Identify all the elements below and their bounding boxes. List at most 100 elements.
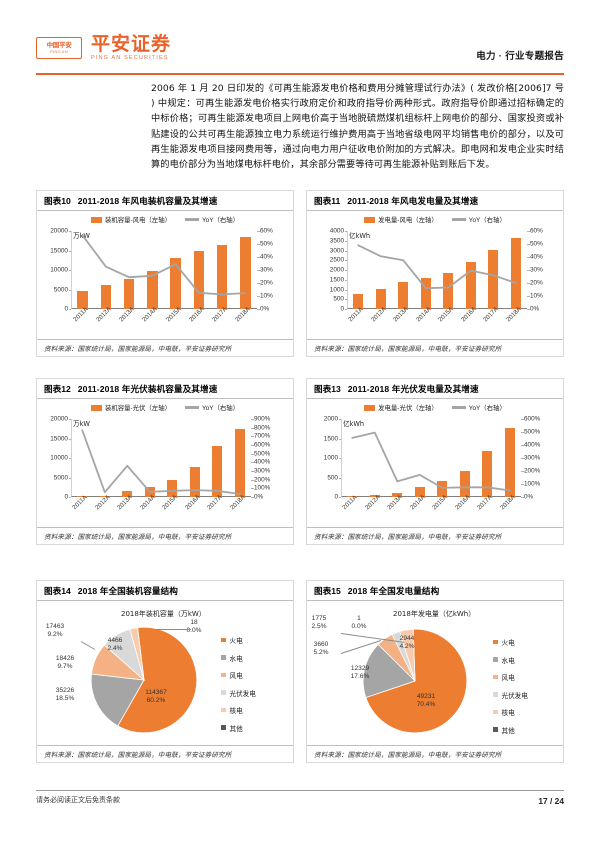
y-tick-mark <box>68 250 71 252</box>
y2-tick-label: 200% <box>524 467 541 475</box>
pie-legend-item[interactable]: 风电 <box>493 672 528 682</box>
y2-tick-mark <box>257 257 260 258</box>
pie-legend-item[interactable]: 核电 <box>221 705 256 715</box>
brand-text-block: 平安证券 PING AN SECURITIES <box>91 34 171 62</box>
x-tick-label: 2012A <box>369 305 388 324</box>
y-tick-mark <box>68 270 71 271</box>
pie-legend-item[interactable]: 其他 <box>221 723 256 733</box>
pie-legend-swatch-icon <box>221 690 226 695</box>
x-tick-label: 2018A <box>228 493 247 512</box>
pie-legend-swatch-icon <box>221 672 226 678</box>
pie-slice[interactable] <box>137 627 145 681</box>
figure-14-source: 资料来源：国家统计局，国家能源局，中电联，平安证券研究所 <box>37 745 293 762</box>
y2-tick-label: 40% <box>530 253 543 261</box>
x-tick-label: 2018A <box>498 493 517 512</box>
y-tick-label: 2000 <box>323 415 338 423</box>
pie-legend-item[interactable]: 水电 <box>493 655 528 665</box>
bar-cell <box>94 231 117 309</box>
y2-tick-label: 100% <box>254 484 271 492</box>
figure-14-pie-title: 2018年装机容量（万kW） <box>121 610 206 618</box>
figure-15-legend: 火电水电风电光伏发电核电其他 <box>493 637 528 735</box>
bar-swatch-icon <box>90 404 102 411</box>
bar <box>147 271 158 309</box>
figure-13: 图表13 2011-2018 年光伏发电量及其增速 发电量-光伏（左轴） YoY… <box>306 378 564 545</box>
y2-tick-label: 700% <box>254 432 271 440</box>
bar-cell <box>460 231 483 309</box>
x-tick-label: 2012A <box>93 493 112 512</box>
brand-logo: 中国平安 PING AN 平安证券 PING AN SECURITIES <box>36 34 564 62</box>
pie-legend-item[interactable]: 其他 <box>493 725 528 735</box>
bar <box>465 262 476 309</box>
plot-frame <box>71 419 251 497</box>
y-tick-label: 15000 <box>50 247 68 254</box>
y2-tick-label: 500% <box>254 450 271 458</box>
y2-tick-label: 10% <box>530 292 543 300</box>
figure-15-number: 图表15 <box>314 585 341 596</box>
pie-legend-swatch-icon <box>493 709 498 715</box>
pie-data-label: 4466 2.4% <box>97 637 133 653</box>
pie-slice[interactable] <box>365 628 468 734</box>
y-tick-mark <box>338 419 341 420</box>
y2-tick-mark <box>251 436 254 438</box>
footer-page-number: 17 / 24 <box>538 796 564 806</box>
pie-legend-swatch-icon <box>493 639 498 645</box>
y-tick-mark <box>68 231 71 232</box>
legend-label-line: YoY（右轴） <box>201 405 240 412</box>
y-tick-mark <box>338 438 341 440</box>
legend-entry-bar: 装机容量-光伏（左轴） <box>90 403 171 412</box>
pie-percent: 2.4% <box>107 645 123 653</box>
pie-value: 35226 <box>55 687 75 694</box>
y-tick-label: 1000 <box>323 454 338 462</box>
bar <box>167 480 178 497</box>
figure-10-chart: 装机容量-风电（左轴） YoY（右轴） 万kW 0 5000 10000 15000 20… <box>37 211 293 339</box>
legend-label-bar: 装机容量-风电（左轴） <box>104 217 171 224</box>
figure-13-title: 2011-2018 年光伏发电量及其增速 <box>347 383 479 394</box>
figure-13-chart: 发电量-光伏（左轴） YoY（右轴） 亿kWh 0 500 1000 1500 2000 0… <box>307 399 563 527</box>
pie-value: 1775 <box>311 615 327 622</box>
x-tick-label: 2015A <box>161 493 179 512</box>
pie-slice[interactable] <box>362 643 416 699</box>
y-tick-label: 0 <box>340 305 344 313</box>
pie-legend-item[interactable]: 核电 <box>493 707 528 717</box>
bar-cell <box>347 231 370 309</box>
figure-11-chart: 发电量-风电（左轴） YoY（右轴） 亿kWh 0 500 1000 1500 2000 2… <box>307 211 563 339</box>
y2-tick-mark <box>251 471 254 472</box>
pie-value: 49231 <box>416 693 436 700</box>
pie-legend-item[interactable]: 火电 <box>493 637 528 647</box>
pie-data-label: 1775 2.5% <box>299 615 339 631</box>
page-header: 中国平安 PING AN 平安证券 PING AN SECURITIES 电力 … <box>36 34 564 70</box>
pie-legend-item[interactable]: 火电 <box>221 635 256 645</box>
line-swatch-icon <box>184 406 199 409</box>
figure-10-source: 资料来源：国家统计局，国家能源局，中电联，平安证券研究所 <box>37 339 293 356</box>
pie-percent: 2.5% <box>311 623 327 631</box>
brand-name-en: PING AN SECURITIES <box>91 55 169 61</box>
pie-legend-item[interactable]: 水电 <box>221 653 256 663</box>
pie-legend-item[interactable]: 光伏发电 <box>221 688 256 698</box>
y2-tick-label: 200% <box>254 476 271 484</box>
figure-10-x-axis: 2011A 2012A 2013A 2014A 2015A 2016A 2017A 2018A <box>71 305 257 335</box>
bar-cell <box>211 231 234 309</box>
legend-entry-bar: 发电量-风电（左轴） <box>364 215 438 224</box>
pie-legend-label: 其他 <box>501 727 515 735</box>
y-tick-label: 1000 <box>329 286 344 293</box>
pie-data-label: 114367 60.2% <box>133 689 179 705</box>
y2-tick-label: 0% <box>254 493 264 501</box>
pie-legend-item[interactable]: 光伏发电 <box>493 690 528 700</box>
y2-tick-label: 600% <box>524 415 541 423</box>
y-tick-mark <box>338 458 341 459</box>
pie-legend-label: 风电 <box>501 675 515 682</box>
x-tick-label: 2014A <box>141 305 160 324</box>
pie-slice[interactable] <box>90 673 145 727</box>
x-tick-label: 2012A <box>363 493 382 512</box>
y-axis-unit: 万kW <box>73 420 90 428</box>
legend-entry-line: YoY（右轴） <box>184 403 240 412</box>
pie-value: 17463 <box>45 623 65 630</box>
yoy-line-series <box>351 431 511 492</box>
legend-entry-line: YoY（右轴） <box>451 403 506 412</box>
legend-label-bar: 装机容量-光伏（左轴） <box>104 405 171 412</box>
y-tick-mark <box>68 419 71 420</box>
pie-slice[interactable] <box>117 626 198 734</box>
y2-tick-label: 50% <box>530 240 543 248</box>
pie-legend-item[interactable]: 风电 <box>221 670 256 680</box>
y-tick-label: 20000 <box>50 415 68 423</box>
